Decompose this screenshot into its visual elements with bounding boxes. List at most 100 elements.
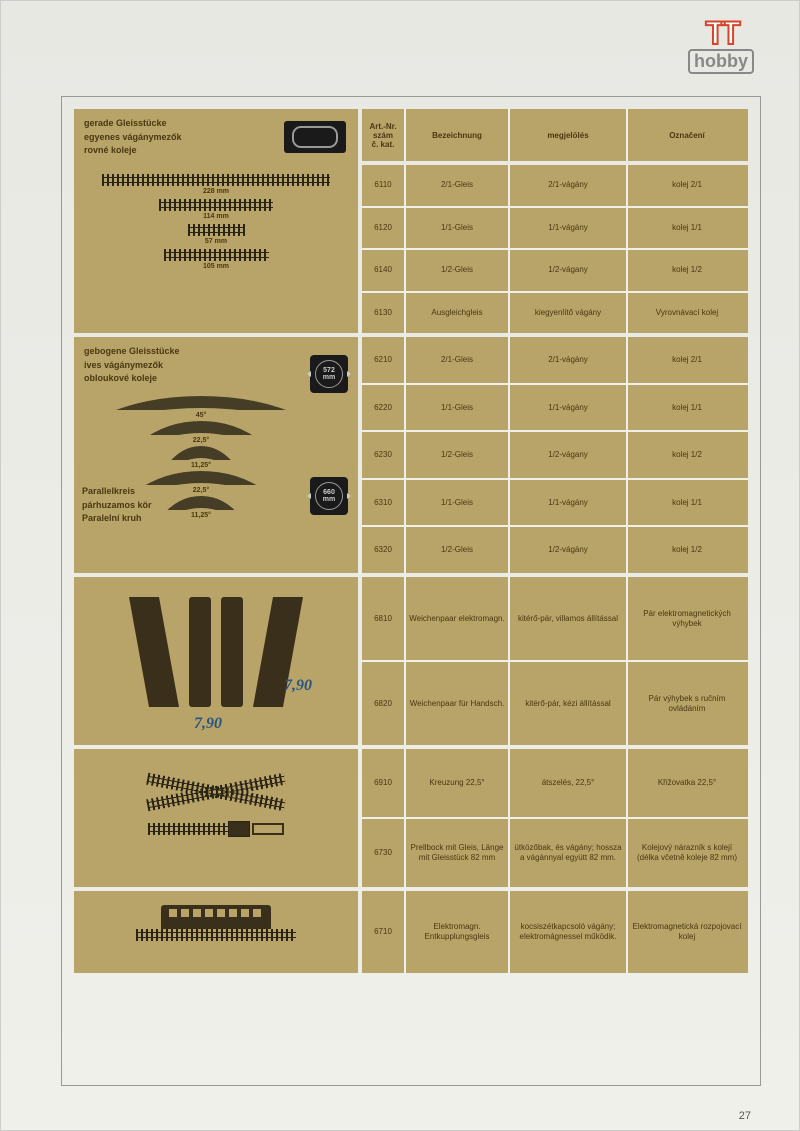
arc-22-5-a — [141, 421, 261, 435]
header-art: Art.-Nr. szám č. kat. — [362, 109, 404, 161]
cell-art: 6230 — [362, 432, 404, 478]
buffer-track — [148, 823, 228, 835]
page-number: 27 — [739, 1110, 751, 1122]
rows-block-5: 6710Elektromagn. Entkupplungsgleiskocsis… — [362, 891, 748, 973]
cell-ozn: kolej 1/1 — [626, 385, 746, 431]
table-row: 62201/1-Gleis1/1-vágánykolej 1/1 — [362, 383, 748, 431]
switch-box-2 — [221, 597, 243, 707]
cell-meg: 1/2-vágany — [508, 432, 626, 478]
cell-meg: kiegyenlítő vágány — [508, 293, 626, 334]
cell-ozn: kolej 2/1 — [626, 165, 746, 206]
parallel-labels: Parallelkreis párhuzamos kör Paralelní k… — [82, 485, 152, 526]
cell-art: 6730 — [362, 819, 404, 887]
buffer-diagram — [74, 821, 358, 837]
cell-meg: kocsiszétkapcsoló vágány; elektro­mágnes… — [508, 891, 626, 973]
cell-ozn: kolej 1/2 — [626, 527, 746, 573]
cell-art: 6710 — [362, 891, 404, 973]
cell-bez: 2/1-Gleis — [404, 337, 508, 383]
cell-meg: ütközőbak, és vágány; hossza a vágánnyal… — [508, 819, 626, 887]
cell-bez: 1/2-Gleis — [404, 432, 508, 478]
cell-art: 6810 — [362, 577, 404, 660]
straight-tracks: 228 mm 114 mm 57 mm 105 mm — [74, 166, 358, 270]
cell-bez: Elektromagn. Entkupplungsgleis — [404, 891, 508, 973]
cell-ozn: kolej 1/2 — [626, 432, 746, 478]
buffer-stop-1 — [228, 821, 250, 837]
cell-art: 6130 — [362, 293, 404, 334]
rows-block-2: 62102/1-Gleis2/1-vágánykolej 2/162201/1-… — [362, 337, 748, 573]
cell-art: 6220 — [362, 385, 404, 431]
tt-hobby-logo: TT hobby — [688, 21, 754, 74]
cell-ozn: Pár výhybek s ručním ovládáním — [626, 662, 746, 745]
content-frame: gerade Gleisstücke egyenes vágánymezők r… — [61, 96, 761, 1086]
cell-bez: 1/2-Gleis — [404, 250, 508, 291]
content-grid: gerade Gleisstücke egyenes vágánymezők r… — [74, 109, 748, 1073]
cell-art: 6910 — [362, 749, 404, 817]
cell-meg: 1/2-vágány — [508, 527, 626, 573]
table-row: 6910Kreuzung 22,5°átszelés, 22,5°Křižova… — [362, 749, 748, 817]
cell-ozn: Kolejový nárazník s kolejí (délka včetně… — [626, 819, 746, 887]
table-row: 6820Weichenpaar für Handsch.kitérő-pár, … — [362, 660, 748, 745]
cell-ozn: kolej 1/2 — [626, 250, 746, 291]
cell-art: 6120 — [362, 208, 404, 249]
track-114 — [159, 199, 273, 211]
data-column: Art.-Nr. szám č. kat. Bezeichnung megjel… — [362, 109, 748, 1073]
table-row: 6730Prellbock mit Gleis, Länge mit Gleis… — [362, 817, 748, 887]
cell-meg: kitérő-pár, villamos állítással — [508, 577, 626, 660]
table-row: 62102/1-Gleis2/1-vágánykolej 2/1 — [362, 337, 748, 383]
uncoupler-track — [136, 929, 296, 941]
cell-ozn: Vyrovnávací kolej — [626, 293, 746, 334]
cell-meg: átszelés, 22,5° — [508, 749, 626, 817]
cell-bez: Ausgleichgleis — [404, 293, 508, 334]
cell-meg: 2/1-vágány — [508, 337, 626, 383]
cell-bez: Prellbock mit Gleis, Länge mit Gleisstüc… — [404, 819, 508, 887]
cell-bez: Weichenpaar elektromagn. — [404, 577, 508, 660]
loco-diagram — [74, 891, 358, 957]
cell-art: 6140 — [362, 250, 404, 291]
diameter-572-icon: 572 mm — [310, 355, 348, 393]
rows-block-3: 6810Weichenpaar elektromagn.kitérő-pár, … — [362, 577, 748, 745]
crossing-diagram — [146, 763, 286, 813]
arc-11-25-a — [166, 446, 236, 460]
catalog-page: TT hobby gerade Gleisstücke egyenes vágá… — [0, 0, 800, 1131]
cell-ozn: kolej 2/1 — [626, 337, 746, 383]
logo-hobby: hobby — [688, 49, 754, 74]
table-row: 63101/1-Gleis1/1-vágánykolej 1/1 — [362, 478, 748, 526]
table-row: 61201/1-Gleis1/1-vágánykolej 1/1 — [362, 206, 748, 249]
handwritten-price-1: 7,90 — [284, 677, 312, 695]
uncoupler-panel — [74, 891, 358, 973]
cell-art: 6820 — [362, 662, 404, 745]
track-228-label: 228 mm — [74, 188, 358, 195]
table-row: 6810Weichenpaar elektromagn.kitérő-pár, … — [362, 577, 748, 660]
locomotive-icon — [161, 905, 271, 929]
diameter-572-text: 572 mm — [315, 360, 343, 388]
cell-meg: 1/2-vágany — [508, 250, 626, 291]
table-row: 61102/1-Gleis2/1-vágánykolej 2/1 — [362, 165, 748, 206]
cell-ozn: kolej 1/1 — [626, 480, 746, 526]
cell-bez: 1/1-Gleis — [404, 385, 508, 431]
rows-block-1: 61102/1-Gleis2/1-vágánykolej 2/161201/1-… — [362, 165, 748, 333]
header-ozn: Označení — [626, 109, 746, 161]
header-bez: Bezeichnung — [404, 109, 508, 161]
table-row: 6710Elektromagn. Entkupplungsgleiskocsis… — [362, 891, 748, 973]
switch-box-1 — [189, 597, 211, 707]
cell-bez: 1/1-Gleis — [404, 480, 508, 526]
cell-meg: kitérő-pár, kézi állítással — [508, 662, 626, 745]
track-57-label: 57 mm — [74, 238, 358, 245]
cell-ozn: Elektromagnetická rozpojovací kolej — [626, 891, 746, 973]
cell-ozn: kolej 1/1 — [626, 208, 746, 249]
cell-meg: 1/1-vágány — [508, 385, 626, 431]
straight-tracks-panel: gerade Gleisstücke egyenes vágánymezők r… — [74, 109, 358, 333]
curved-title-hu: íves vágánymezők — [84, 359, 348, 373]
cell-art: 6320 — [362, 527, 404, 573]
table-row: 63201/2-Gleis1/2-vágánykolej 1/2 — [362, 525, 748, 573]
arc-45 — [101, 396, 301, 410]
curved-title-de: gebogene Gleisstücke — [84, 345, 348, 359]
track-105-label: 105 mm — [74, 263, 358, 270]
logo-tt: TT — [688, 21, 754, 47]
table-header: Art.-Nr. szám č. kat. Bezeichnung megjel… — [362, 109, 748, 161]
curved-tracks-panel: gebogene Gleisstücke íves vágánymezők ob… — [74, 337, 358, 573]
crossing-buffer-panel — [74, 749, 358, 887]
track-105 — [164, 249, 269, 261]
cell-ozn: Křižovatka 22,5° — [626, 749, 746, 817]
cell-bez: Kreuzung 22,5° — [404, 749, 508, 817]
